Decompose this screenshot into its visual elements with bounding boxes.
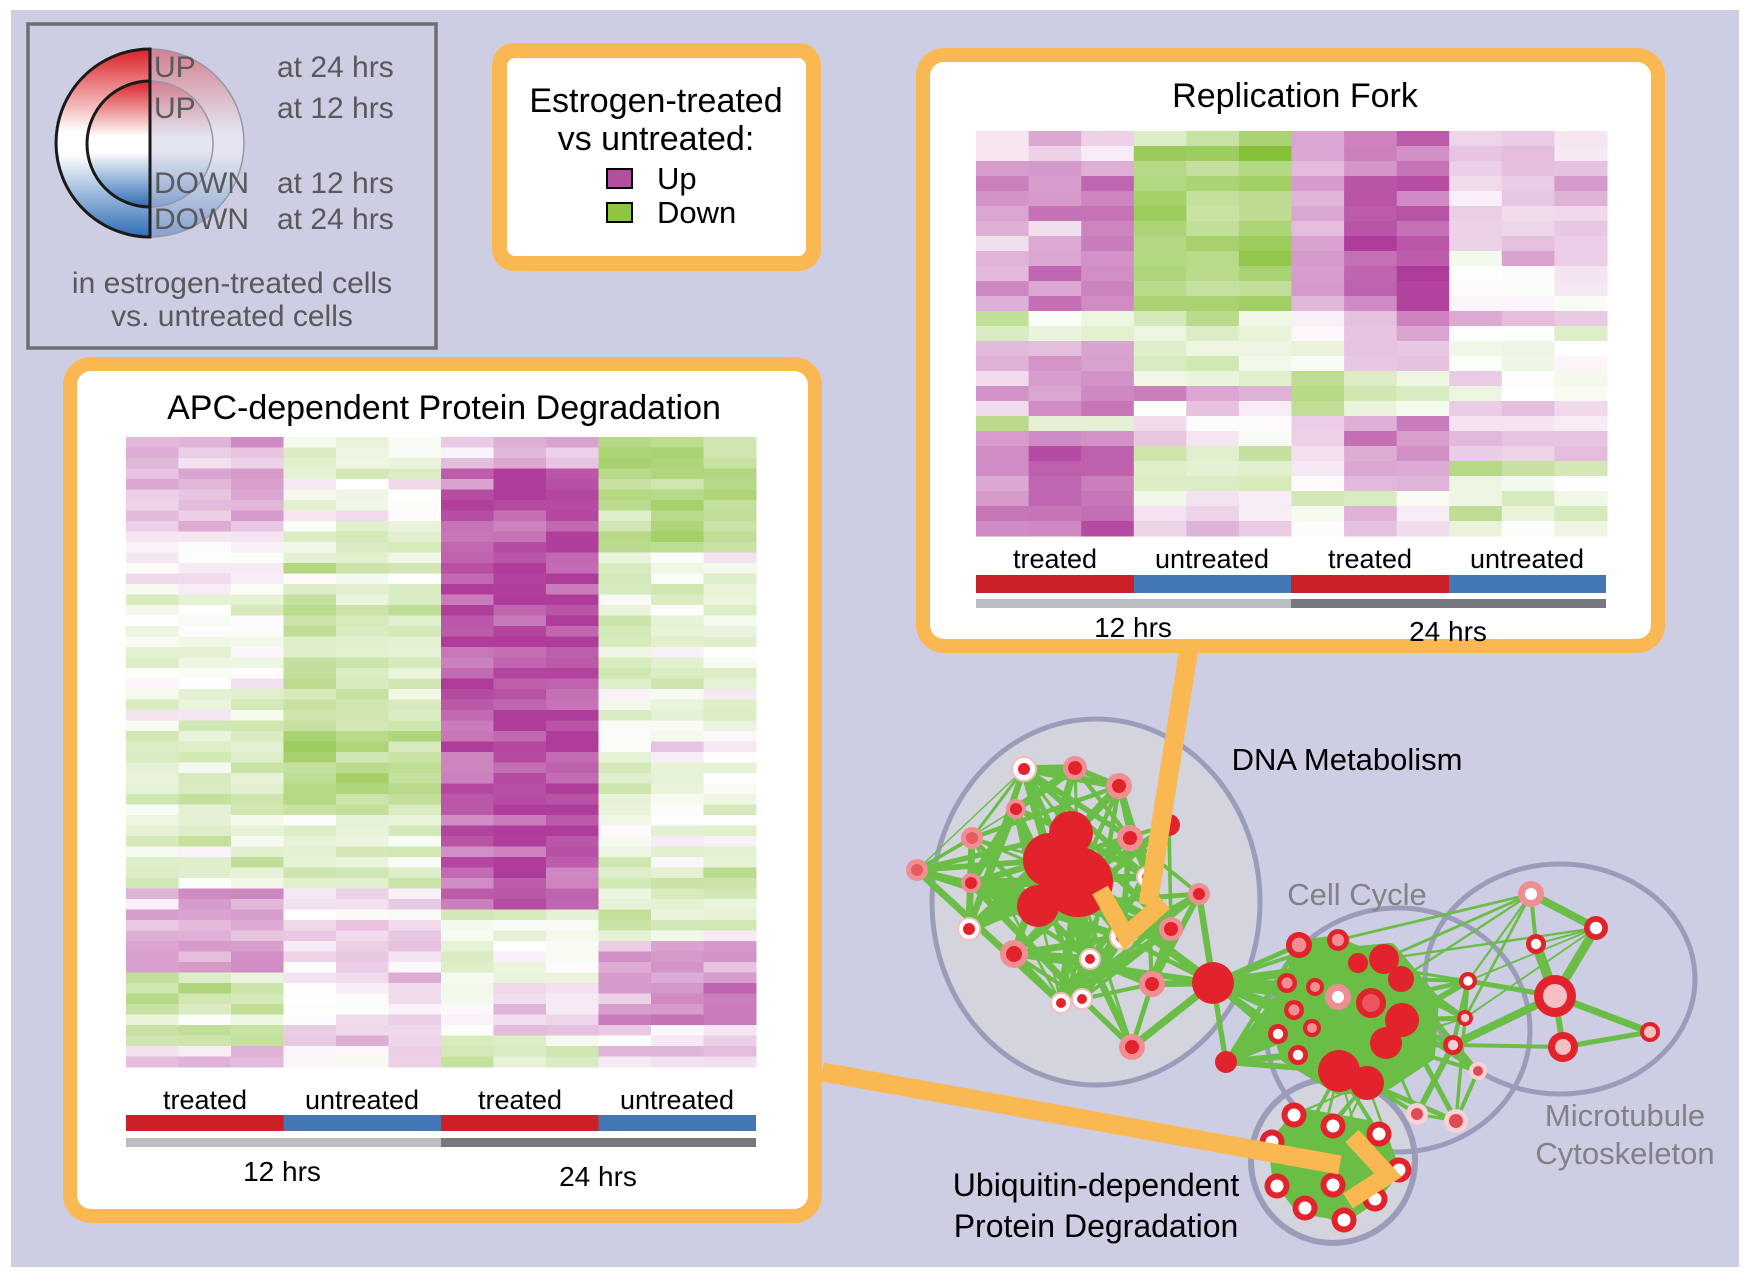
svg-text:Microtubule: Microtubule: [1545, 1098, 1705, 1133]
svg-text:vs untreated:: vs untreated:: [558, 120, 755, 158]
svg-text:at 12 hrs: at 12 hrs: [277, 167, 394, 200]
svg-text:untreated: untreated: [1155, 544, 1269, 574]
svg-text:at 24 hrs: at 24 hrs: [277, 51, 394, 84]
svg-text:24 hrs: 24 hrs: [559, 1161, 637, 1192]
svg-text:vs. untreated cells: vs. untreated cells: [111, 300, 353, 333]
svg-text:at 24 hrs: at 24 hrs: [277, 203, 394, 236]
svg-text:DOWN: DOWN: [154, 203, 249, 236]
svg-text:UP: UP: [154, 92, 196, 125]
svg-text:12 hrs: 12 hrs: [243, 1156, 321, 1187]
svg-text:Cell Cycle: Cell Cycle: [1287, 877, 1427, 912]
svg-text:APC-dependent Protein Degradat: APC-dependent Protein Degradation: [167, 389, 721, 427]
svg-text:Estrogen-treated: Estrogen-treated: [529, 82, 782, 120]
svg-text:Protein Degradation: Protein Degradation: [954, 1208, 1239, 1244]
svg-text:untreated: untreated: [1470, 544, 1584, 574]
svg-text:untreated: untreated: [620, 1085, 734, 1115]
svg-text:24 hrs: 24 hrs: [1409, 616, 1487, 647]
svg-text:in estrogen-treated cells: in estrogen-treated cells: [72, 267, 392, 300]
svg-text:12 hrs: 12 hrs: [1094, 612, 1172, 643]
svg-text:UP: UP: [154, 51, 196, 84]
svg-text:Cytoskeleton: Cytoskeleton: [1535, 1136, 1714, 1171]
svg-text:treated: treated: [1328, 544, 1412, 574]
svg-text:treated: treated: [478, 1085, 562, 1115]
svg-text:Up: Up: [657, 161, 697, 196]
svg-text:DOWN: DOWN: [154, 167, 249, 200]
svg-text:DNA Metabolism: DNA Metabolism: [1232, 742, 1463, 777]
svg-text:at 12 hrs: at 12 hrs: [277, 92, 394, 125]
svg-text:treated: treated: [163, 1085, 247, 1115]
svg-text:treated: treated: [1013, 544, 1097, 574]
svg-text:Ubiquitin-dependent: Ubiquitin-dependent: [953, 1167, 1240, 1203]
svg-text:Down: Down: [657, 195, 736, 230]
svg-text:Replication Fork: Replication Fork: [1172, 77, 1419, 115]
svg-text:untreated: untreated: [305, 1085, 419, 1115]
